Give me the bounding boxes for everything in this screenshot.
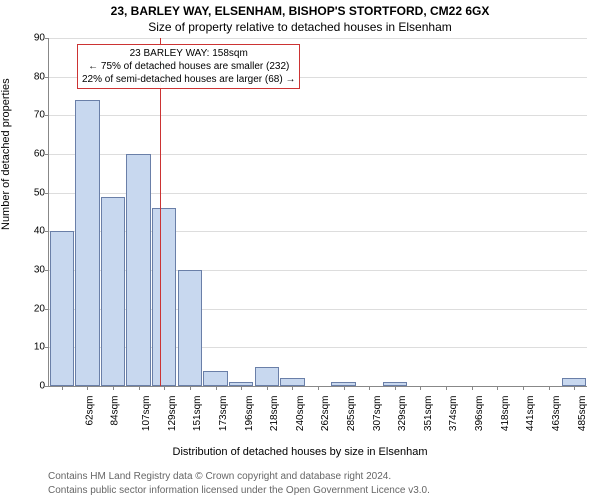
histogram-bar xyxy=(203,371,227,386)
gridline xyxy=(49,38,587,39)
xtick-label: 218sqm xyxy=(269,396,280,432)
xtick-mark xyxy=(62,386,63,390)
plot-area: 010203040506070809062sqm84sqm107sqm129sq… xyxy=(48,38,587,387)
xtick-mark xyxy=(420,386,421,390)
xtick-mark xyxy=(139,386,140,390)
xtick-mark xyxy=(497,386,498,390)
ytick-label: 50 xyxy=(34,187,49,198)
reference-line xyxy=(160,38,161,386)
xtick-mark xyxy=(318,386,319,390)
ytick-label: 10 xyxy=(34,342,49,353)
xtick-mark xyxy=(113,386,114,390)
xtick-mark xyxy=(446,386,447,390)
xtick-label: 441sqm xyxy=(525,396,536,432)
xtick-mark xyxy=(574,386,575,390)
ytick-label: 40 xyxy=(34,226,49,237)
ytick-label: 30 xyxy=(34,265,49,276)
credit-line-1: Contains HM Land Registry data © Crown c… xyxy=(48,471,391,482)
annotation-box: 23 BARLEY WAY: 158sqm ← 75% of detached … xyxy=(77,44,300,89)
ytick-label: 80 xyxy=(34,71,49,82)
annotation-line-3: 22% of semi-detached houses are larger (… xyxy=(82,73,295,86)
xtick-mark xyxy=(344,386,345,390)
histogram-bar xyxy=(152,208,176,386)
xtick-label: 173sqm xyxy=(218,396,229,432)
xtick-mark xyxy=(292,386,293,390)
xtick-mark xyxy=(523,386,524,390)
histogram-bar xyxy=(255,367,279,386)
xtick-label: 107sqm xyxy=(141,396,152,432)
annotation-line-1: 23 BARLEY WAY: 158sqm xyxy=(82,47,295,60)
xtick-label: 396sqm xyxy=(474,396,485,432)
xtick-label: 485sqm xyxy=(577,396,588,432)
histogram-bar xyxy=(75,100,99,386)
xtick-label: 351sqm xyxy=(423,396,434,432)
histogram-bar xyxy=(50,231,74,386)
xtick-label: 84sqm xyxy=(110,396,121,426)
histogram-bar xyxy=(280,378,304,386)
xtick-label: 262sqm xyxy=(320,396,331,432)
xtick-label: 329sqm xyxy=(397,396,408,432)
y-axis-label: Number of detached properties xyxy=(0,78,12,230)
xtick-mark xyxy=(164,386,165,390)
credit-line-2: Contains public sector information licen… xyxy=(48,485,430,496)
xtick-label: 129sqm xyxy=(167,396,178,432)
ytick-label: 60 xyxy=(34,149,49,160)
gridline xyxy=(49,115,587,116)
ytick-label: 70 xyxy=(34,110,49,121)
ytick-label: 20 xyxy=(34,303,49,314)
xtick-label: 240sqm xyxy=(295,396,306,432)
xtick-label: 418sqm xyxy=(500,396,511,432)
xtick-mark xyxy=(87,386,88,390)
chart-subtitle: Size of property relative to detached ho… xyxy=(0,20,600,34)
ytick-label: 90 xyxy=(34,33,49,44)
xtick-mark xyxy=(190,386,191,390)
annotation-line-2: ← 75% of detached houses are smaller (23… xyxy=(82,60,295,73)
histogram-bar xyxy=(126,154,150,386)
chart-title-address: 23, BARLEY WAY, ELSENHAM, BISHOP'S STORT… xyxy=(0,4,600,18)
x-axis-label: Distribution of detached houses by size … xyxy=(0,446,600,458)
xtick-mark xyxy=(549,386,550,390)
histogram-bar xyxy=(178,270,202,386)
xtick-label: 62sqm xyxy=(84,396,95,426)
chart-container: 23, BARLEY WAY, ELSENHAM, BISHOP'S STORT… xyxy=(0,0,600,500)
xtick-mark xyxy=(216,386,217,390)
xtick-label: 285sqm xyxy=(346,396,357,432)
xtick-label: 374sqm xyxy=(449,396,460,432)
ytick-label: 0 xyxy=(39,381,49,392)
xtick-label: 307sqm xyxy=(372,396,383,432)
xtick-label: 151sqm xyxy=(192,396,203,432)
xtick-mark xyxy=(472,386,473,390)
xtick-mark xyxy=(241,386,242,390)
xtick-label: 196sqm xyxy=(244,396,255,432)
xtick-mark xyxy=(369,386,370,390)
xtick-label: 463sqm xyxy=(551,396,562,432)
histogram-bar xyxy=(562,378,586,386)
xtick-mark xyxy=(395,386,396,390)
xtick-mark xyxy=(267,386,268,390)
histogram-bar xyxy=(101,197,125,386)
